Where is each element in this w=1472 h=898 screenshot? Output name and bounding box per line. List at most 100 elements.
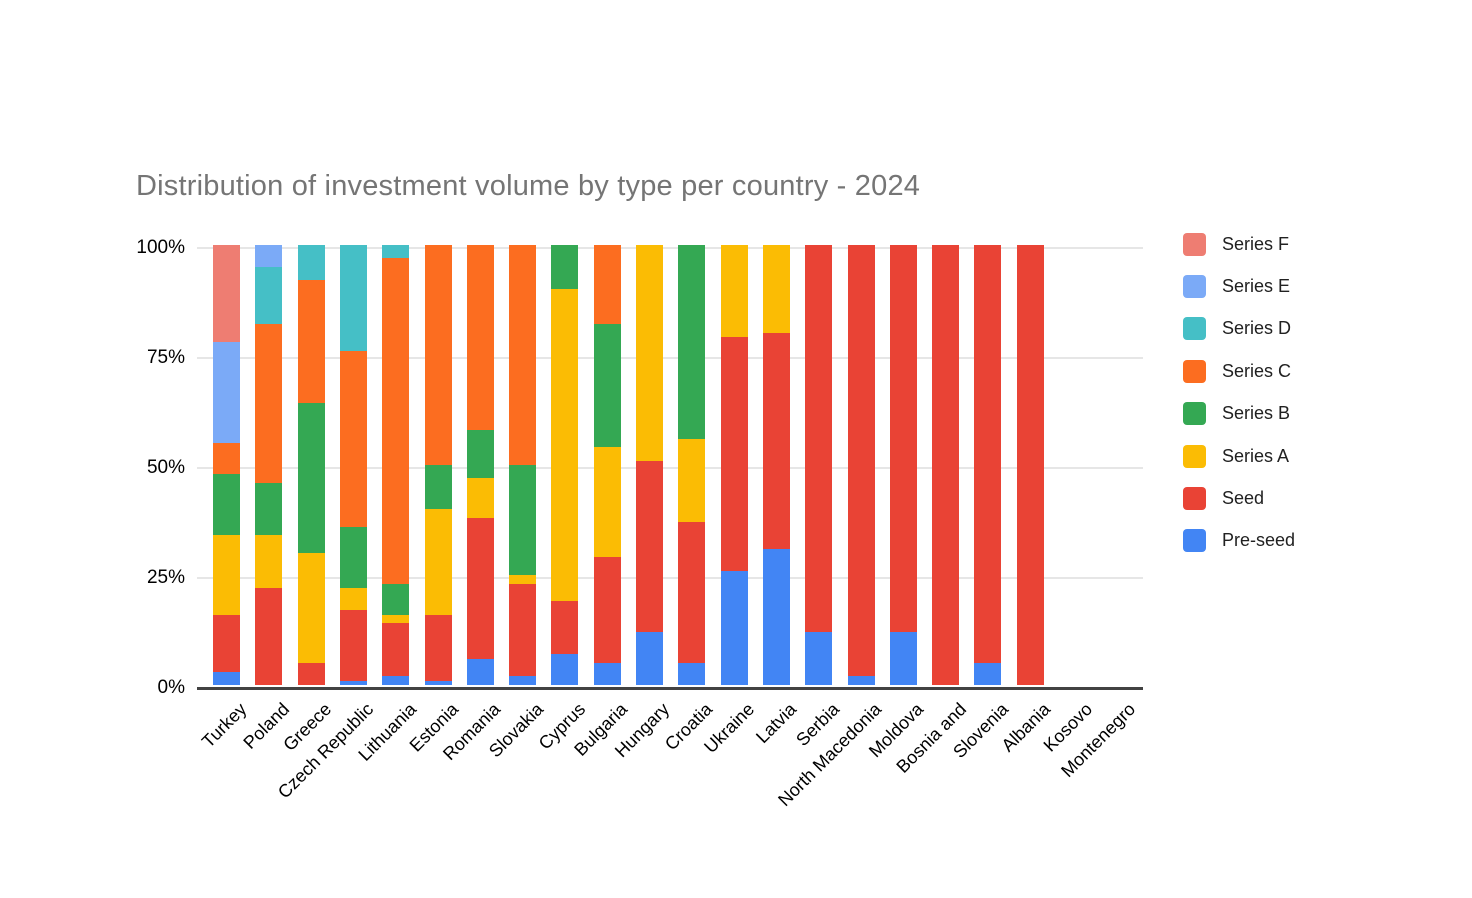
bar-segment-pre-seed[interactable]: [889, 632, 917, 685]
bar-segment-seed[interactable]: [847, 245, 875, 677]
bar-segment-seed[interactable]: [974, 245, 1002, 663]
legend-label: Series B: [1222, 403, 1291, 424]
legend-item-pre-seed[interactable]: Pre-seed: [1183, 529, 1295, 553]
bar-segment-series-d[interactable]: [382, 245, 410, 259]
bar-segment-series-a[interactable]: [636, 245, 663, 461]
bar-segment-series-d[interactable]: [255, 267, 283, 325]
bar-segment-pre-seed[interactable]: [551, 654, 579, 685]
bar-segment-series-a[interactable]: [424, 509, 452, 615]
bar-segment-series-c[interactable]: [382, 258, 410, 584]
bar-segment-seed[interactable]: [1016, 245, 1044, 685]
bar-segment-series-c[interactable]: [213, 443, 240, 474]
bar-ukraine: [720, 245, 748, 685]
legend-label: Series C: [1222, 360, 1292, 381]
bar-segment-series-a[interactable]: [762, 245, 790, 333]
bar-segment-pre-seed[interactable]: [382, 676, 410, 685]
chart-title: Distribution of investment volume by typ…: [136, 170, 921, 202]
bar-slovenia: [974, 245, 1002, 685]
bar-segment-seed[interactable]: [255, 588, 283, 685]
legend-item-series-e[interactable]: Series E: [1183, 274, 1290, 298]
bar-segment-series-c[interactable]: [593, 245, 621, 325]
bar-segment-seed[interactable]: [720, 337, 748, 571]
bar-segment-seed[interactable]: [424, 614, 452, 681]
bar-segment-series-a[interactable]: [720, 245, 748, 338]
bar-segment-pre-seed[interactable]: [720, 570, 748, 685]
bar-bulgaria: [593, 245, 621, 685]
bar-segment-seed[interactable]: [466, 517, 494, 659]
bar-segment-seed[interactable]: [932, 245, 960, 685]
bar-segment-series-a[interactable]: [339, 588, 367, 611]
bar-segment-series-b[interactable]: [297, 403, 325, 553]
bar-segment-pre-seed[interactable]: [762, 548, 790, 685]
bar-segment-series-a[interactable]: [551, 289, 579, 602]
legend-item-series-a[interactable]: Series A: [1183, 444, 1289, 468]
bar-segment-series-c[interactable]: [297, 280, 325, 404]
bar-segment-series-a[interactable]: [213, 535, 240, 615]
bar-segment-series-c[interactable]: [424, 245, 452, 465]
bar-segment-pre-seed[interactable]: [466, 658, 494, 685]
bar-segment-series-c[interactable]: [255, 324, 283, 483]
bar-segment-series-f[interactable]: [213, 245, 240, 342]
bar-poland: [255, 245, 283, 685]
bar-segment-series-d[interactable]: [339, 245, 367, 351]
bar-segment-series-b[interactable]: [213, 473, 240, 536]
bar-segment-series-b[interactable]: [678, 245, 706, 439]
bar-segment-pre-seed[interactable]: [974, 663, 1002, 685]
bar-segment-series-c[interactable]: [339, 350, 367, 527]
legend-item-series-f[interactable]: Series F: [1183, 232, 1289, 256]
bar-segment-series-c[interactable]: [509, 245, 537, 465]
bar-latvia: [762, 245, 790, 685]
bar-segment-series-b[interactable]: [382, 583, 410, 615]
bar-segment-series-a[interactable]: [382, 614, 410, 624]
legend-item-seed[interactable]: Seed: [1183, 486, 1264, 510]
bar-segment-seed[interactable]: [339, 610, 367, 681]
bar-segment-seed[interactable]: [762, 333, 790, 549]
bar-segment-series-a[interactable]: [466, 478, 494, 518]
bar-turkey: [213, 245, 240, 685]
bar-segment-series-b[interactable]: [339, 526, 367, 589]
bar-segment-seed[interactable]: [678, 522, 706, 663]
bar-segment-seed[interactable]: [889, 245, 917, 633]
bar-segment-series-a[interactable]: [255, 535, 283, 589]
bar-segment-pre-seed[interactable]: [636, 632, 663, 685]
bar-segment-seed[interactable]: [213, 614, 240, 672]
bar-segment-seed[interactable]: [805, 245, 833, 633]
legend-swatch: [1183, 402, 1206, 426]
bar-segment-seed[interactable]: [509, 583, 537, 677]
bar-segment-series-e[interactable]: [213, 341, 240, 443]
bar-segment-series-b[interactable]: [593, 324, 621, 448]
legend-swatch: [1183, 232, 1206, 256]
bar-north-macedonia: [847, 245, 875, 685]
bar-segment-pre-seed[interactable]: [678, 663, 706, 685]
bar-segment-series-b[interactable]: [255, 482, 283, 536]
legend-item-series-b[interactable]: Series B: [1183, 402, 1290, 426]
bar-segment-series-a[interactable]: [297, 553, 325, 663]
bar-segment-series-c[interactable]: [466, 245, 494, 430]
bar-segment-seed[interactable]: [297, 663, 325, 685]
bar-segment-series-d[interactable]: [297, 245, 325, 281]
legend-item-series-d[interactable]: Series D: [1183, 317, 1291, 341]
bar-segment-seed[interactable]: [636, 460, 663, 633]
bar-segment-pre-seed[interactable]: [339, 680, 367, 685]
bar-segment-seed[interactable]: [551, 601, 579, 655]
bar-segment-series-b[interactable]: [509, 465, 537, 575]
bar-segment-pre-seed[interactable]: [593, 663, 621, 685]
bar-segment-series-b[interactable]: [466, 429, 494, 479]
bar-segment-pre-seed[interactable]: [213, 671, 240, 685]
bar-segment-series-b[interactable]: [551, 245, 579, 289]
bar-segment-pre-seed[interactable]: [424, 680, 452, 685]
bar-segment-pre-seed[interactable]: [509, 676, 537, 685]
bar-czech-republic: [339, 245, 367, 685]
bar-segment-pre-seed[interactable]: [805, 632, 833, 685]
legend-item-series-c[interactable]: Series C: [1183, 359, 1291, 383]
bar-segment-seed[interactable]: [382, 623, 410, 677]
bar-segment-series-e[interactable]: [255, 245, 283, 267]
y-tick-label-75: 75%: [146, 347, 185, 368]
bar-kosovo: [1059, 245, 1086, 685]
bar-segment-series-a[interactable]: [509, 575, 537, 584]
bar-segment-seed[interactable]: [593, 557, 621, 663]
bar-segment-series-a[interactable]: [678, 438, 706, 523]
bar-segment-series-a[interactable]: [593, 447, 621, 558]
bar-segment-pre-seed[interactable]: [847, 676, 875, 685]
bar-segment-series-b[interactable]: [424, 465, 452, 509]
